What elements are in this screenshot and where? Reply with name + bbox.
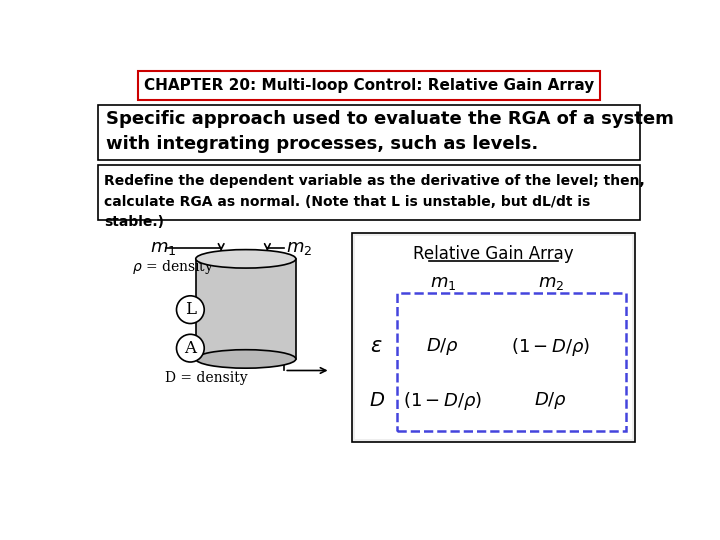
Text: Redefine the dependent variable as the derivative of the level; then,
calculate : Redefine the dependent variable as the d…	[104, 174, 645, 230]
Ellipse shape	[196, 249, 296, 268]
FancyBboxPatch shape	[352, 233, 636, 442]
Text: $\rho$ = density: $\rho$ = density	[132, 258, 214, 276]
Ellipse shape	[196, 350, 296, 368]
Text: $m_1$: $m_1$	[430, 274, 456, 292]
Text: Specific approach used to evaluate the RGA of a system
with integrating processe: Specific approach used to evaluate the R…	[106, 110, 673, 152]
Circle shape	[176, 296, 204, 323]
FancyBboxPatch shape	[98, 105, 640, 160]
Text: A: A	[184, 340, 197, 356]
Text: $m_2$: $m_2$	[286, 239, 312, 257]
Text: Relative Gain Array: Relative Gain Array	[413, 245, 574, 263]
Text: L: L	[185, 301, 196, 318]
Text: $D/\rho$: $D/\rho$	[426, 336, 459, 357]
Text: D = density: D = density	[165, 371, 248, 385]
FancyBboxPatch shape	[355, 236, 632, 439]
Text: $(1-D/\rho)$: $(1-D/\rho)$	[511, 336, 590, 357]
FancyBboxPatch shape	[138, 71, 600, 100]
FancyBboxPatch shape	[98, 165, 640, 220]
Text: $D$: $D$	[369, 392, 384, 409]
FancyBboxPatch shape	[196, 259, 296, 359]
Text: $\varepsilon$: $\varepsilon$	[370, 337, 383, 356]
Text: $m_2$: $m_2$	[538, 274, 564, 292]
Text: CHAPTER 20: Multi-loop Control: Relative Gain Array: CHAPTER 20: Multi-loop Control: Relative…	[144, 78, 594, 93]
Circle shape	[176, 334, 204, 362]
Text: $D/\rho$: $D/\rho$	[534, 390, 567, 411]
FancyBboxPatch shape	[397, 293, 626, 431]
Text: $m_1$: $m_1$	[150, 239, 176, 257]
Text: $(1-D/\rho)$: $(1-D/\rho)$	[403, 389, 482, 411]
